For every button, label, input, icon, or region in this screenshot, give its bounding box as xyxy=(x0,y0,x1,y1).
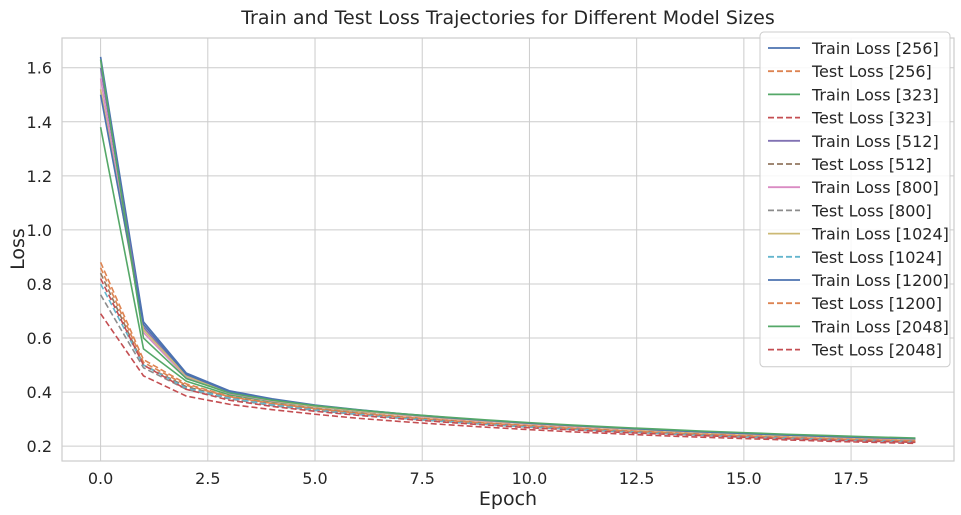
legend-box xyxy=(759,31,951,368)
series-line-11 xyxy=(99,267,916,442)
x-tick-label: 7.5 xyxy=(410,469,435,488)
tick-labels: 0.0 2.5 5.0 7.5 10.0 12.5 15.0 17.5 0.2 0.4 0.6 0.8… xyxy=(27,59,869,488)
legend-label: Train Loss [1200] xyxy=(811,271,949,290)
x-tick-label: 5.0 xyxy=(302,469,327,488)
y-tick-label: 1.2 xyxy=(27,167,52,186)
series-line-7 xyxy=(99,294,916,443)
y-tick-label: 0.6 xyxy=(27,329,52,348)
series-line-13 xyxy=(99,278,916,444)
legend-label: Train Loss [512] xyxy=(811,132,939,151)
legend-label: Train Loss [256] xyxy=(811,39,939,58)
legend-label: Test Loss [2048] xyxy=(811,341,942,360)
plot-frame xyxy=(61,37,955,462)
x-tick-label: 0.0 xyxy=(88,469,113,488)
x-axis-label: Epoch xyxy=(479,488,537,510)
legend-label: Train Loss [323] xyxy=(811,85,939,104)
series-line-12 xyxy=(99,59,916,439)
legend-label: Test Loss [1024] xyxy=(811,248,942,267)
series-line-3 xyxy=(99,313,916,445)
legend-label: Train Loss [2048] xyxy=(811,317,949,336)
legend-label: Test Loss [323] xyxy=(811,109,932,128)
x-tick-label: 12.5 xyxy=(619,469,655,488)
legend-label: Test Loss [800] xyxy=(811,201,932,220)
legend: Train Loss [256] Test Loss [256] Train Los… xyxy=(759,31,951,368)
legend-label: Train Loss [800] xyxy=(811,178,939,197)
x-tick-label: 2.5 xyxy=(195,469,220,488)
legend-label: Test Loss [1200] xyxy=(811,294,942,313)
legend-label: Test Loss [256] xyxy=(811,62,932,81)
x-tick-label: 17.5 xyxy=(833,469,869,488)
y-tick-label: 1.4 xyxy=(27,113,52,132)
x-tick-label: 15.0 xyxy=(726,469,762,488)
y-axis-label: Loss xyxy=(7,228,29,270)
y-tick-label: 0.8 xyxy=(27,275,52,294)
series-lines xyxy=(99,56,916,445)
chart-title: Train and Test Loss Trajectories for Dif… xyxy=(240,7,775,29)
y-tick-label: 1.6 xyxy=(27,59,52,78)
series-line-9 xyxy=(99,283,916,443)
y-tick-label: 0.2 xyxy=(27,437,52,456)
legend-label: Train Loss [1024] xyxy=(811,225,949,244)
y-tick-label: 0.4 xyxy=(27,383,52,402)
legend-label: Test Loss [512] xyxy=(811,155,932,174)
y-tick-label: 1.0 xyxy=(27,221,52,240)
x-tick-label: 10.0 xyxy=(512,469,548,488)
